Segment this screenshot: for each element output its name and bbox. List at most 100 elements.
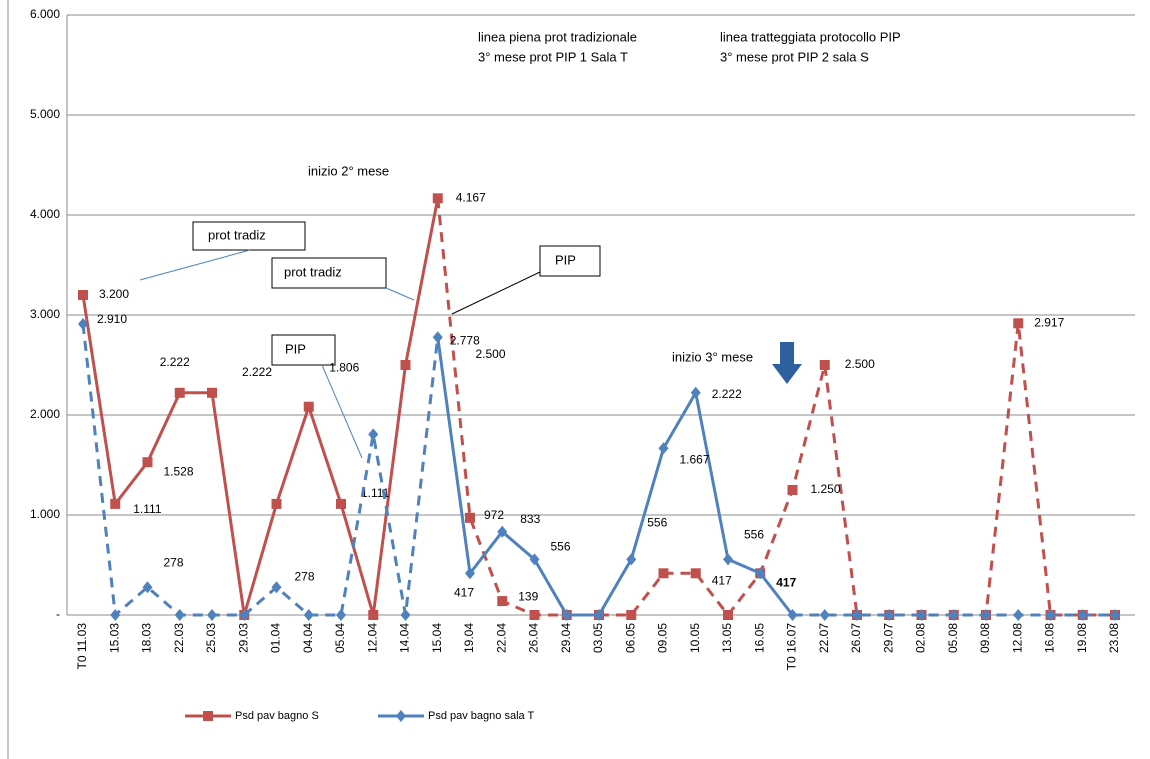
marker <box>948 609 959 621</box>
annotation: prot tradiz <box>208 227 266 242</box>
marker <box>174 387 185 398</box>
marker <box>207 387 217 398</box>
legend-marker <box>203 711 213 721</box>
data-label: 2.222 <box>160 355 190 369</box>
x-tick-label: 03.05 <box>591 623 605 653</box>
x-tick-label: 09.08 <box>978 623 992 653</box>
marker <box>78 290 88 300</box>
marker <box>271 581 282 594</box>
marker <box>1013 609 1024 621</box>
marker <box>78 318 88 330</box>
marker <box>400 609 411 621</box>
marker <box>465 567 475 580</box>
y-tick-label: 5.000 <box>30 107 60 121</box>
annotation: 3° mese prot PIP 1 Sala T <box>478 49 628 64</box>
y-tick-label: 1.000 <box>30 507 60 521</box>
annotation: 3° mese prot PIP 2 sala S <box>720 49 869 64</box>
marker <box>1077 609 1088 621</box>
marker <box>303 609 314 621</box>
legend-label: Psd pav bagno sala T <box>428 710 534 722</box>
marker <box>336 498 346 509</box>
data-label: 2.778 <box>450 333 480 347</box>
x-tick-label: 29.07 <box>881 623 895 653</box>
data-label: 417 <box>454 585 474 599</box>
annotation: linea tratteggiata protocollo PIP <box>720 29 901 44</box>
marker <box>207 609 217 621</box>
annotation: inizio 3° mese <box>672 349 753 364</box>
marker <box>174 609 185 621</box>
x-tick-label: 01.04 <box>269 623 283 653</box>
y-tick-label: 6.000 <box>30 7 60 21</box>
x-tick-label: 16.05 <box>752 623 766 653</box>
marker <box>239 609 250 621</box>
data-label: 1.111 <box>133 502 162 516</box>
marker <box>142 457 153 468</box>
x-tick-label: 12.08 <box>1010 623 1024 653</box>
y-tick-label: 4.000 <box>30 207 60 221</box>
marker <box>497 596 508 607</box>
x-tick-label: 22.03 <box>172 623 186 653</box>
legend-label: Psd pav bagno S <box>235 710 319 722</box>
x-tick-label: 14.04 <box>398 623 412 653</box>
annotation: linea piena prot tradizionale <box>478 29 637 44</box>
y-tick-label: 2.000 <box>30 407 60 421</box>
marker <box>819 360 830 370</box>
data-label: 2.222 <box>242 365 272 379</box>
marker <box>465 512 475 523</box>
series-line <box>81 198 440 617</box>
down-arrow-icon <box>772 342 802 384</box>
data-label: 2.917 <box>1034 315 1064 329</box>
data-label: 417 <box>776 575 796 589</box>
x-tick-label: 19.04 <box>462 623 476 653</box>
x-tick-label: 05.08 <box>946 623 960 653</box>
x-tick-label: 22.07 <box>817 623 831 653</box>
x-tick-label: 16.08 <box>1043 623 1057 653</box>
data-label: 833 <box>520 512 540 526</box>
data-label: 2.222 <box>712 387 742 401</box>
marker <box>594 609 604 621</box>
x-tick-label: 09.05 <box>656 623 670 653</box>
data-label: 972 <box>484 508 504 522</box>
x-tick-label: 26.04 <box>527 623 541 653</box>
annotation-arrow <box>385 287 415 301</box>
annotation-box <box>192 221 306 251</box>
marker <box>142 581 153 594</box>
legend-marker <box>396 710 406 722</box>
marker <box>110 498 121 509</box>
x-tick-label: T0 16.07 <box>785 623 799 671</box>
annotation-box <box>271 334 336 366</box>
data-label: 139 <box>518 589 538 603</box>
marker <box>529 610 540 620</box>
annotation: prot tradiz <box>284 264 342 279</box>
annotation-arrow <box>139 249 251 281</box>
x-tick-label: 06.05 <box>623 623 637 653</box>
marker <box>819 609 830 621</box>
data-label: 556 <box>551 540 571 554</box>
marker <box>884 609 895 621</box>
marker <box>1013 318 1024 329</box>
data-label: 1.806 <box>329 361 359 375</box>
marker <box>529 553 540 566</box>
marker <box>658 568 669 579</box>
annotation: PIP <box>285 341 306 356</box>
data-label: 417 <box>712 573 732 587</box>
y-tick-label: 3.000 <box>30 307 60 321</box>
marker <box>1045 609 1056 621</box>
marker <box>368 610 379 620</box>
series-line <box>436 198 1115 617</box>
marker <box>723 553 733 566</box>
x-tick-label: 05.04 <box>333 623 347 653</box>
data-label: 2.910 <box>97 312 127 326</box>
x-tick-label: 13.05 <box>720 623 734 653</box>
x-tick-label: 22.04 <box>494 623 508 653</box>
data-label: 1.250 <box>811 482 841 496</box>
x-tick-label: 15.04 <box>430 623 444 653</box>
marker <box>723 610 733 620</box>
marker <box>1110 609 1120 621</box>
marker <box>497 525 508 538</box>
marker <box>658 442 669 455</box>
series-line <box>81 323 440 617</box>
data-label: 4.167 <box>456 190 486 204</box>
annotation-box <box>271 257 387 289</box>
